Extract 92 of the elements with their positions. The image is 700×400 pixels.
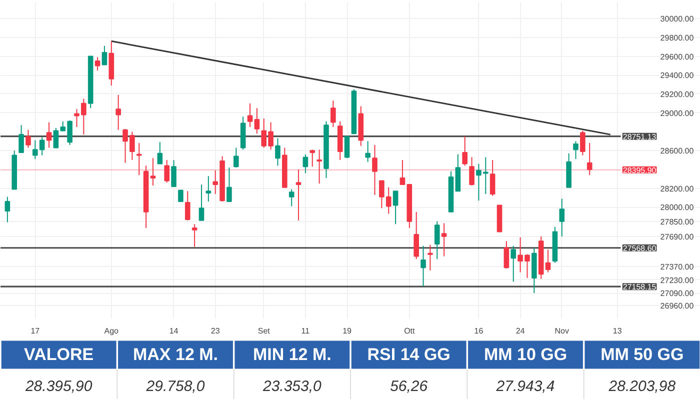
ref-line-label: 27568.60 bbox=[622, 244, 657, 253]
x-tick-label: 11 bbox=[301, 326, 310, 336]
x-tick-label: 16 bbox=[474, 326, 484, 336]
x-tick-label: 17 bbox=[30, 326, 40, 336]
text: 28.395,90 bbox=[24, 378, 93, 396]
candlestick bbox=[330, 100, 336, 128]
candlestick bbox=[94, 56, 100, 71]
candlestick bbox=[365, 140, 370, 162]
text: 29.758,0 bbox=[145, 378, 206, 396]
candlestick bbox=[4, 196, 10, 223]
candlestick bbox=[171, 160, 176, 187]
candlestick bbox=[184, 190, 190, 221]
candlestick bbox=[573, 140, 578, 160]
candlestick bbox=[46, 122, 52, 148]
candlestick bbox=[428, 244, 433, 271]
candlestick bbox=[206, 176, 212, 202]
text: 28.203,98 bbox=[608, 378, 676, 396]
y-tick-label: 29600.00 bbox=[660, 52, 694, 62]
text: MIN 12 M. bbox=[252, 345, 332, 364]
y-tick-label: 29000.00 bbox=[660, 108, 694, 118]
candlestick bbox=[26, 129, 31, 148]
candlestick bbox=[150, 158, 156, 186]
candlestick bbox=[344, 136, 350, 159]
y-tick-label: 27370.00 bbox=[660, 262, 694, 272]
candlestick bbox=[198, 184, 204, 221]
text: 27.943,4 bbox=[495, 378, 555, 396]
x-tick-label: 23 bbox=[210, 326, 220, 336]
candlestick bbox=[469, 156, 474, 186]
candlestick bbox=[400, 160, 406, 186]
candlestick bbox=[420, 245, 426, 287]
candlestick bbox=[157, 142, 163, 164]
candlestick bbox=[226, 167, 232, 202]
candlestick bbox=[510, 245, 516, 282]
candlestick bbox=[178, 190, 184, 202]
candlestick bbox=[136, 142, 142, 176]
candlestick bbox=[434, 220, 440, 260]
text: MAX 12 M. bbox=[132, 345, 218, 364]
ref-line-label: 28751.13 bbox=[622, 132, 657, 142]
candlestick bbox=[296, 168, 302, 221]
candlestick bbox=[275, 138, 280, 166]
candlestick bbox=[504, 240, 510, 270]
y-tick-label: 26960.00 bbox=[660, 301, 694, 310]
candlestick bbox=[462, 136, 468, 166]
candlestick bbox=[316, 149, 322, 184]
candlestick bbox=[247, 102, 253, 128]
y-tick-label: 28200.00 bbox=[660, 184, 694, 194]
x-tick-label: Ott bbox=[404, 326, 416, 336]
candlestick bbox=[372, 144, 378, 196]
y-tick-label: 27850.00 bbox=[660, 217, 694, 226]
text: 23.353,0 bbox=[262, 378, 322, 396]
candlestick bbox=[310, 149, 316, 168]
candlestick bbox=[580, 130, 586, 156]
text: RSI 14 GG bbox=[367, 345, 450, 364]
y-tick-label: 29400.00 bbox=[660, 71, 694, 80]
candlestick bbox=[192, 224, 198, 248]
candlestick bbox=[392, 190, 398, 225]
y-tick-label: 29200.00 bbox=[660, 90, 694, 99]
x-tick-label: 19 bbox=[342, 326, 352, 336]
x-tick-label: Ago bbox=[104, 326, 120, 336]
candlestick bbox=[233, 147, 239, 168]
candlestick bbox=[559, 198, 565, 237]
candlestick bbox=[455, 154, 461, 192]
text: VALORE bbox=[24, 345, 94, 364]
candlestick bbox=[164, 160, 170, 184]
y-tick-label: 30000.00 bbox=[660, 14, 694, 24]
y-tick-label: 27090.00 bbox=[660, 289, 694, 298]
candlestick bbox=[414, 211, 419, 260]
text: MM 10 GG bbox=[484, 345, 568, 364]
ref-line-label: 27158.15 bbox=[622, 282, 657, 292]
candlestick bbox=[288, 188, 294, 207]
candlestick bbox=[545, 249, 551, 273]
x-tick-label: Set bbox=[258, 326, 271, 336]
candlestick bbox=[586, 142, 592, 176]
candlestick bbox=[18, 124, 24, 153]
candlestick bbox=[441, 222, 447, 257]
candlestick bbox=[302, 154, 308, 174]
y-tick-label: 28600.00 bbox=[660, 146, 694, 156]
candlestick bbox=[102, 45, 108, 66]
candlestick bbox=[490, 160, 496, 196]
x-tick-label: 13 bbox=[612, 326, 622, 336]
text: 56,26 bbox=[390, 378, 428, 396]
x-tick-label: 14 bbox=[169, 326, 179, 336]
candlestick bbox=[116, 94, 121, 130]
y-tick-label: 28000.00 bbox=[660, 203, 694, 212]
x-tick-label: Nov bbox=[554, 326, 570, 336]
candlestick bbox=[254, 108, 260, 134]
y-tick-label: 29800.00 bbox=[660, 33, 694, 42]
text: MM 50 GG bbox=[600, 345, 684, 364]
y-tick-label: 27690.00 bbox=[660, 232, 694, 242]
y-tick-label: 27230.00 bbox=[660, 276, 694, 285]
ref-line-label: 28395.90 bbox=[622, 166, 657, 175]
x-tick-label: 24 bbox=[516, 326, 526, 336]
